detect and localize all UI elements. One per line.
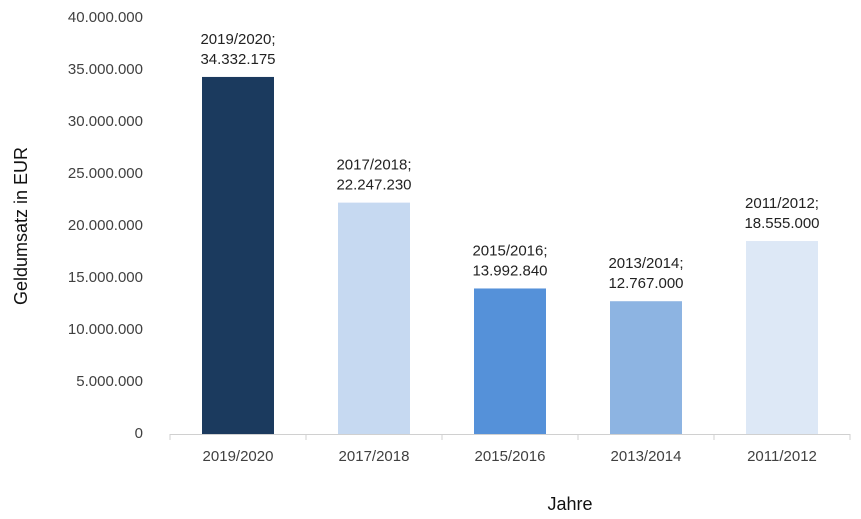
x-tick-label: 2011/2012 [747, 448, 817, 465]
y-tick-label: 35.000.000 [68, 61, 143, 78]
x-tick-label: 2017/2018 [339, 448, 410, 465]
bar [610, 301, 682, 434]
y-tick-label: 15.000.000 [68, 269, 143, 286]
y-tick-label: 20.000.000 [68, 217, 143, 234]
data-label: 2017/2018; 22.247.230 [336, 157, 411, 194]
x-tick-label: 2015/2016 [475, 448, 546, 465]
x-axis-label: Jahre [547, 494, 592, 514]
y-tick-label: 30.000.000 [68, 113, 143, 130]
data-label: 2011/2012; 18.555.000 [744, 195, 819, 232]
bar [746, 241, 818, 434]
bar [338, 202, 410, 434]
bar [202, 76, 274, 435]
y-axis-label: Geldumsatz in EUR [11, 147, 31, 305]
data-label: 2015/2016; 13.992.840 [472, 242, 547, 279]
data-label: 2019/2020; 34.332.175 [200, 31, 275, 68]
x-tick-label: 2013/2014 [611, 448, 682, 465]
x-tick-label: 2019/2020 [203, 448, 274, 465]
data-label: 2013/2014; 12.767.000 [608, 255, 683, 292]
y-tick-label: 25.000.000 [68, 165, 143, 182]
bar [474, 288, 546, 434]
y-tick-label: 0 [135, 425, 143, 442]
y-tick-label: 40.000.000 [68, 9, 143, 26]
y-tick-label: 5.000.000 [76, 373, 143, 390]
y-tick-label: 10.000.000 [68, 321, 143, 338]
